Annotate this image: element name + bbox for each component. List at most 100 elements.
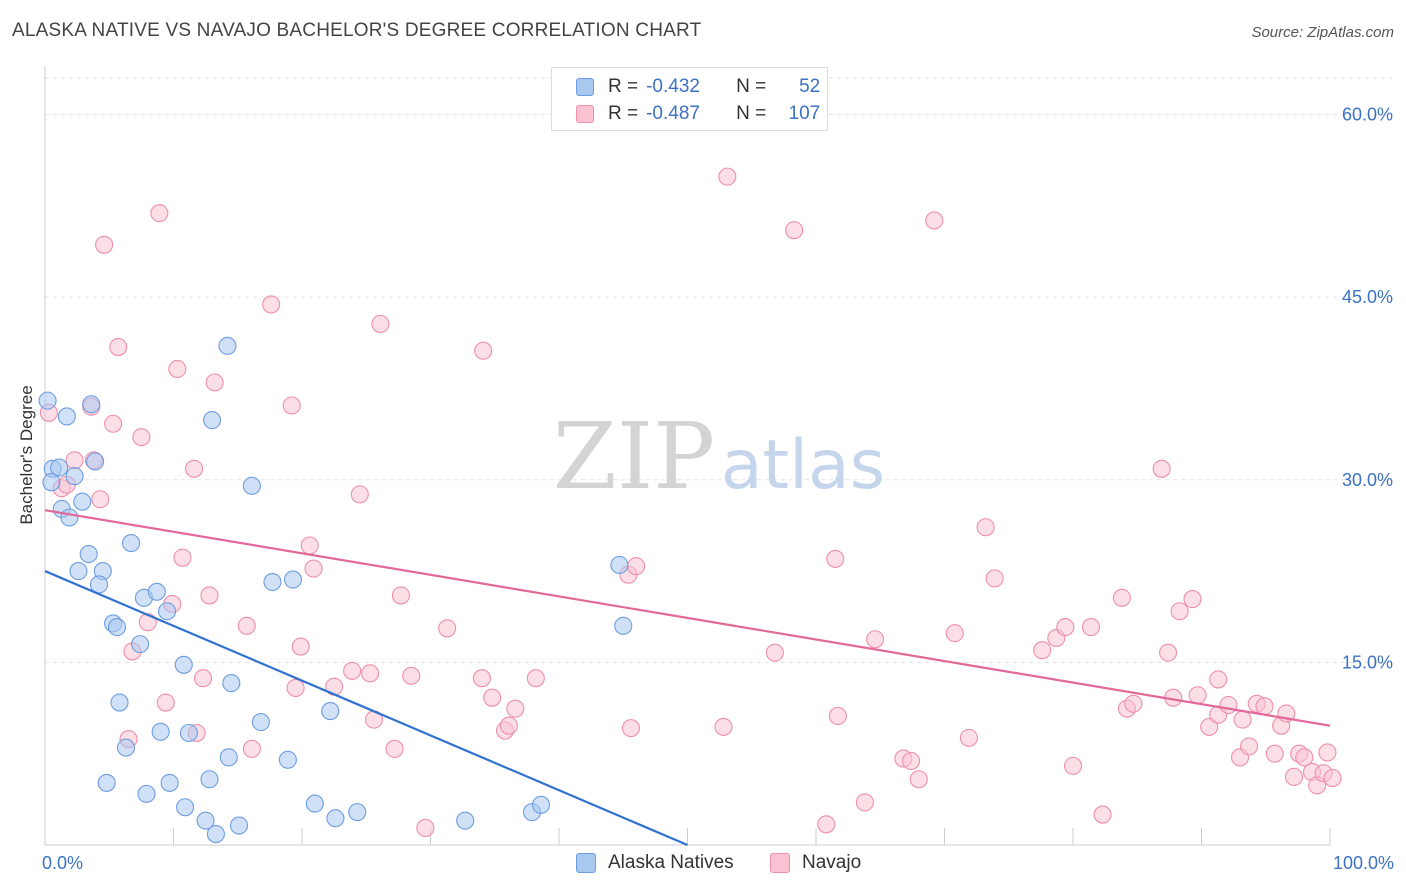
navajo-point [1323,768,1342,788]
navajo-point [826,549,845,568]
navajo-point [621,719,641,738]
alaska-natives-point [174,655,193,674]
chart-title: ALASKA NATIVE VS NAVAJO BACHELOR'S DEGRE… [12,20,702,41]
alaska-natives-point [131,635,150,654]
alaska-natives-point [200,770,219,789]
navajo-point [1152,459,1171,478]
navajo-point [474,341,493,360]
navajo-point [866,630,885,649]
navajo-point [156,693,175,712]
y-tick-label: 60.0% [1342,105,1393,125]
alaska-natives-point [263,572,282,592]
navajo-point [109,338,128,357]
navajo-point [237,616,256,635]
alaska-natives-point [222,674,241,693]
series-legend: Alaska Natives Navajo [0,852,1406,878]
navajo-point [194,669,213,688]
navajo-point [1081,618,1101,637]
navajo-point [1159,643,1178,662]
navajo-point [205,373,224,392]
y-tick-label: 15.0% [1342,652,1393,672]
alaska-natives-point [206,824,225,844]
legend-r-value: -0.487 [646,103,700,124]
navajo-point [168,359,187,379]
alaska-natives-point [116,738,136,757]
navajo-point [1233,710,1252,729]
alaska-natives-point [86,452,105,471]
alaska-natives-point [160,773,179,792]
navajo-point [361,664,380,683]
alaska-natives-point [229,816,249,835]
alaska-natives-point [110,693,129,712]
x-tick-label: 100.0% [1333,853,1394,873]
alaska-natives-point [42,473,61,492]
alaska-natives-point [283,570,303,589]
navajo-point [1170,602,1189,621]
alaska-natives-point [176,798,195,817]
navajo-point [95,235,114,254]
legend-swatch-blue-icon [576,78,594,96]
alaska-natives-point [203,411,222,430]
y-tick-label: 30.0% [1342,470,1393,490]
alaska-natives-point [107,618,127,637]
legend-swatch-pink-icon [770,853,790,873]
alaska-natives-point [147,582,166,601]
legend-label-navajo: Navajo [802,852,862,873]
legend-item-navajo[interactable]: Navajo [770,852,861,874]
navajo-point [1295,748,1314,767]
navajo-point [104,414,123,433]
navajo-point [1033,641,1052,660]
alaska-natives-point [278,750,297,769]
alaska-natives-point [57,407,76,426]
navajo-point [1124,694,1143,713]
alaska-natives-points [38,336,633,844]
alaska-natives-point [69,562,88,581]
watermark-atlas: atlas [721,426,885,505]
navajo-point [472,669,491,688]
trend-lines [44,509,1331,847]
navajo-point [714,717,733,736]
alaska-natives-point [326,809,345,828]
source-label: Source: ZipAtlas.com [1251,24,1394,41]
navajo-point [385,739,404,758]
navajo-point [91,490,110,509]
navajo-point [1056,618,1075,637]
alaska-natives-point [321,702,340,721]
navajo-point [371,314,390,333]
alaska-natives-point [219,748,238,767]
alaska-natives-trend-line [44,570,688,847]
navajo-point [1093,805,1112,824]
navajo-point [718,167,737,186]
navajo-point [1183,590,1202,609]
alaska-natives-point [50,458,69,477]
alaska-natives-point [38,391,57,410]
navajo-point [985,569,1004,588]
alaska-natives-point [614,616,633,635]
navajo-trend-line [44,509,1331,727]
navajo-point [416,818,435,838]
legend-label-alaska-natives: Alaska Natives [608,852,734,873]
navajo-point [1255,697,1274,716]
alaska-natives-point [158,602,177,621]
legend-n-value: 107 [788,103,821,124]
y-axis-label: Bachelor's Degree [17,385,36,525]
alaska-natives-point [218,336,237,355]
navajo-point [286,678,305,697]
navajo-point [526,669,545,688]
navajo-point [817,815,836,834]
navajo-point [291,637,310,656]
x-tick-label: 0.0% [42,853,83,873]
navajo-point [1112,588,1131,607]
alaska-natives-point [65,467,84,486]
navajo-point [391,586,410,605]
navajo-point [304,559,323,578]
navajo-point [1239,737,1259,756]
navajo-point [1188,686,1207,705]
legend-n-label: N = [736,103,767,124]
legend-item-alaska-natives[interactable]: Alaska Natives [576,852,734,874]
correlation-legend: R = -0.432 N = 52 R = -0.487 N = 107 [551,67,828,131]
navajo-point [902,751,921,771]
navajo-point [1318,743,1337,762]
legend-r-label: R = [608,103,639,124]
